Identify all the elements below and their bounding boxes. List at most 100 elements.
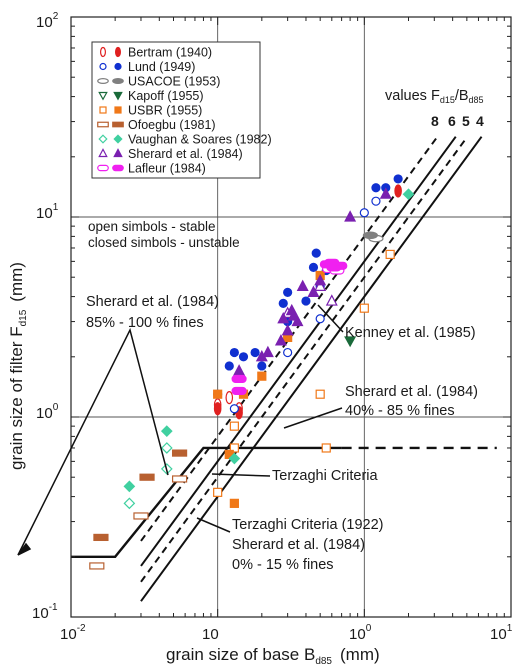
data-point [301, 296, 311, 306]
data-point [139, 473, 155, 481]
sherard-40-label-line1: Sherard et al. (1984) [345, 384, 478, 400]
data-point [228, 452, 241, 465]
data-point [296, 279, 309, 291]
legend-label: Lafleur (1984) [128, 162, 206, 176]
x-tick-label-10: 101 [490, 623, 513, 643]
y-axis-title: grain size of filter Fd15(mm) [7, 262, 29, 470]
data-point [229, 347, 239, 358]
legend: Bertram (1940)Lund (1949)USACOE (1953)Ka… [97, 46, 272, 176]
ratio-line-4 [140, 136, 483, 602]
legend-label: USACOE (1953) [128, 75, 220, 89]
data-point [213, 389, 223, 399]
terzaghi-1922-label: Terzaghi Criteria (1922) [232, 517, 384, 533]
data-point [277, 311, 290, 324]
data-point [315, 314, 325, 324]
data-point [281, 323, 294, 336]
legend-marker-open [97, 164, 109, 172]
x-tick-label-0.01: 10-2 [60, 623, 86, 643]
legend-marker-open [99, 46, 106, 58]
sherard-40-label-line2: 40% - 85 % fines [345, 403, 455, 419]
sherard-fines-boundary [71, 446, 342, 558]
data-point [371, 183, 381, 193]
y-tick-label-10: 101 [36, 202, 59, 222]
legend-marker-closed [113, 91, 123, 101]
data-point [315, 389, 325, 399]
data-point [123, 497, 136, 510]
values-ratio-label: values Fd15/Bd85 [385, 88, 484, 105]
data-point [213, 402, 222, 416]
data-point [283, 287, 293, 297]
legend-marker-open [97, 121, 109, 128]
data-point [314, 273, 327, 286]
data-point [393, 174, 403, 184]
legend-marker-open [98, 134, 108, 144]
data-point [160, 442, 173, 454]
ratio-number-8: 8 [431, 113, 439, 129]
data-point [89, 562, 105, 570]
data-point [171, 449, 188, 457]
data-point [257, 361, 267, 371]
data-point [229, 443, 239, 453]
legend-label: Ofoegbu (1981) [128, 118, 216, 132]
data-point [250, 347, 260, 358]
ratio-number-5: 5 [462, 113, 470, 129]
data-point [160, 425, 173, 437]
data-point [229, 498, 239, 508]
data-points [89, 174, 415, 570]
data-point [231, 386, 247, 396]
legend-marker-closed [112, 121, 124, 128]
legend-marker-closed [112, 77, 124, 84]
ratio-line-5 [140, 136, 468, 583]
data-point [283, 347, 293, 358]
data-point [402, 188, 415, 201]
data-point [311, 248, 321, 258]
data-point [379, 187, 392, 199]
legend-label: USBR (1955) [128, 104, 202, 118]
data-point [325, 294, 338, 306]
ratio-line-6 [140, 136, 457, 567]
data-point [238, 352, 249, 362]
data-point [359, 208, 369, 218]
annotation-leaders [17, 304, 344, 556]
data-point [394, 184, 402, 198]
data-point [171, 475, 188, 483]
legend-label: Bertram (1940) [128, 46, 212, 60]
data-point [213, 487, 223, 497]
data-point [324, 258, 340, 267]
legend-marker-closed [114, 62, 122, 71]
criteria-lines [71, 134, 497, 602]
y-tick-label-1: 100 [36, 402, 59, 422]
data-point [133, 512, 149, 520]
data-point [321, 443, 331, 453]
data-point [224, 361, 234, 371]
data-point [225, 391, 234, 405]
data-point [261, 345, 274, 358]
y-tick-label-100: 102 [36, 11, 59, 31]
data-point [291, 314, 304, 327]
legend-label: Kapoff (1955) [128, 89, 204, 103]
terzaghi-leader [211, 473, 271, 477]
terzaghi-1922-leader [196, 517, 231, 533]
ratio-number-4: 4 [476, 113, 484, 129]
sherard-85-arrowhead [17, 542, 32, 556]
data-point [229, 404, 239, 414]
stable-note-line2: closed simbols - unstable [88, 235, 240, 250]
data-point [123, 480, 136, 493]
x-axis-title: grain size of base Bd85 (mm) [166, 645, 380, 667]
sherard-0-label-line2: 0% - 15 % fines [232, 557, 334, 573]
y-tick-label-0.1: 10-1 [32, 602, 58, 622]
data-point [385, 249, 395, 260]
kenney-leader [317, 304, 344, 333]
sherard-0-label-line1: Sherard et al. (1984) [232, 537, 365, 553]
data-point [231, 374, 247, 384]
legend-marker-closed [113, 134, 123, 144]
data-point [314, 279, 327, 291]
kenney-label: Kenney et al. (1985) [345, 325, 476, 341]
legend-marker-open [98, 148, 108, 158]
data-point [233, 364, 246, 376]
legend-marker-open [99, 62, 107, 71]
legend-marker-open [98, 91, 108, 101]
data-point [278, 298, 288, 308]
legend-label: Lund (1949) [128, 60, 195, 74]
